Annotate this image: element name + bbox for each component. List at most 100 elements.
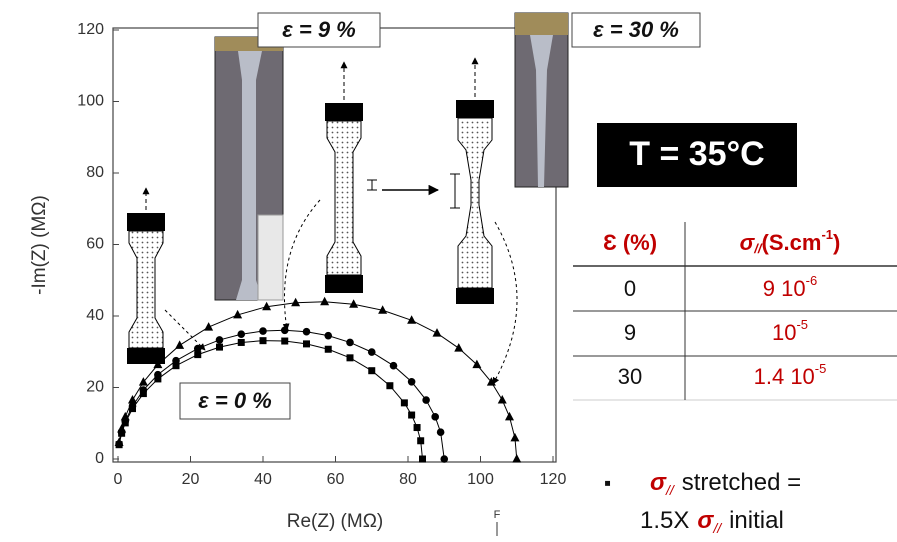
table-cell: 0 (624, 276, 636, 301)
point (400, 399, 408, 407)
point (436, 428, 445, 436)
point (510, 432, 520, 442)
table-header: σ//(S.cm-1) (740, 227, 841, 256)
point (303, 340, 310, 348)
table: Ɛ (%) σ//(S.cm-1) 0 9 10-6 9 10-5 30 1.4… (573, 222, 897, 401)
point (417, 437, 425, 445)
point (175, 340, 185, 349)
header-close: ) (833, 230, 840, 255)
note-prefix: 1.5X (640, 507, 689, 534)
y-tick-label: 80 (86, 164, 104, 181)
point (324, 345, 332, 353)
point (407, 315, 417, 324)
point (154, 370, 162, 379)
x-tick-label: 40 (254, 471, 272, 488)
series-line (118, 301, 518, 460)
point (324, 331, 333, 340)
arrow (164, 309, 206, 351)
point (413, 424, 421, 432)
table-cell: 1.4 10-5 (754, 361, 827, 388)
note-line: 1.5X σ// initial (640, 507, 784, 535)
point (128, 395, 137, 404)
point (407, 377, 416, 386)
point (431, 413, 439, 421)
point (419, 455, 426, 463)
photo-clamp (515, 13, 568, 35)
bullet: ▪ (604, 472, 611, 494)
y-tick-label: 0 (95, 450, 104, 467)
point (138, 377, 148, 386)
y-tick-label: 20 (86, 379, 104, 396)
y-tick-label: 40 (86, 307, 104, 324)
point (194, 351, 202, 359)
series-line (118, 340, 423, 460)
point (216, 343, 223, 351)
strain-label: ε = 9 % (282, 17, 356, 42)
point (280, 326, 289, 335)
y-tick-label: 120 (77, 21, 104, 38)
y-tick-label: 100 (77, 93, 104, 110)
x-tick-label: 0 (114, 471, 123, 488)
specimen-30 (450, 57, 494, 304)
point (512, 454, 522, 463)
point (349, 299, 359, 308)
point (281, 337, 289, 345)
photo-sample (236, 51, 262, 300)
photo-ruler (257, 214, 284, 301)
cell-exp: -5 (796, 317, 808, 332)
label-box (179, 382, 291, 420)
note-sub: // (665, 482, 676, 498)
note-sigma: σ (650, 469, 667, 496)
point (215, 336, 224, 344)
point (454, 343, 464, 352)
header-symbol: σ (740, 230, 756, 255)
table-cell: 10-5 (772, 317, 808, 344)
strain-label: ε = 0 % (198, 388, 272, 413)
point (291, 297, 301, 307)
temperature-label: T = 35°C (629, 135, 765, 173)
label-box (257, 12, 381, 48)
point (505, 411, 514, 421)
cell-exp: -5 (815, 361, 827, 376)
note-text: stretched = (682, 469, 801, 496)
x-tick-label: 100 (467, 471, 494, 488)
series-line (118, 329, 445, 460)
header-exp: -1 (821, 227, 833, 242)
specimen-0 (127, 187, 165, 364)
point (368, 367, 376, 375)
cell-exp: -6 (806, 273, 818, 288)
point (120, 411, 130, 421)
y-tick-label: 60 (86, 236, 104, 253)
point (386, 382, 394, 390)
label-box (571, 12, 701, 48)
point (114, 437, 124, 447)
point (472, 359, 482, 369)
point (233, 309, 243, 319)
point (302, 327, 311, 336)
point (389, 361, 398, 370)
point (172, 356, 180, 365)
cell-base: 1.4 10 (754, 364, 815, 389)
point (497, 395, 507, 404)
point (262, 301, 272, 311)
point (440, 455, 449, 463)
point (154, 375, 162, 383)
point (346, 338, 354, 347)
photo-sample (530, 35, 553, 187)
point (320, 296, 330, 306)
corner-mark: F (494, 509, 501, 521)
plot-area: 0 20 40 60 80 100 120 0 20 40 60 80 100 120 (77, 21, 566, 488)
point (172, 362, 180, 370)
table-cell: 9 (624, 320, 636, 345)
x-tick-label: 20 (182, 471, 200, 488)
table-cell: 9 10-6 (763, 273, 817, 300)
x-tick-label: 80 (399, 471, 417, 488)
cell-base: 10 (772, 320, 796, 345)
x-tick-label: 120 (540, 471, 567, 488)
point (422, 396, 430, 404)
temperature-box (597, 123, 797, 187)
arrow (492, 221, 518, 385)
table-cell: 30 (618, 364, 642, 389)
note-sub: // (712, 520, 723, 536)
